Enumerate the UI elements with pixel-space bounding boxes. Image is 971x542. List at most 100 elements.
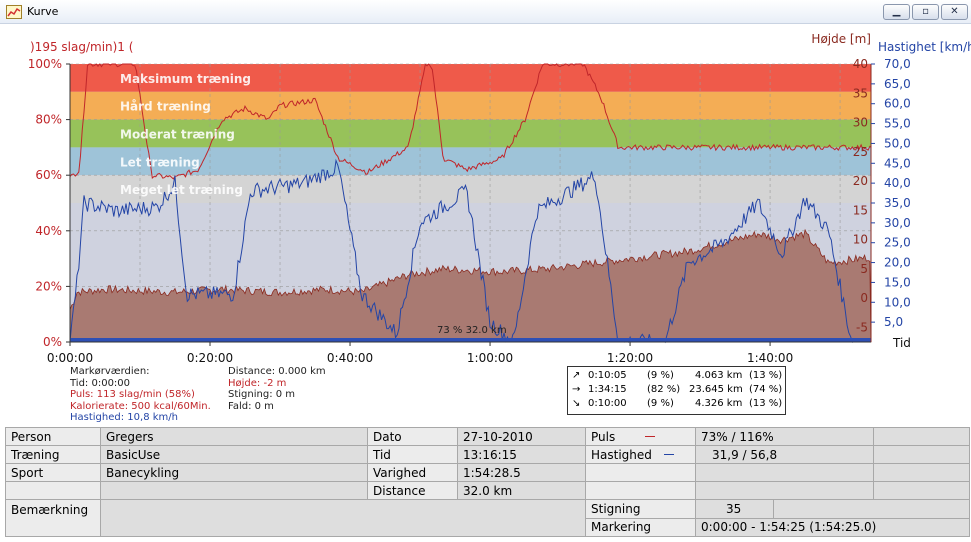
height-tick-label: 0	[860, 291, 868, 305]
stats-dpct: (13 %)	[749, 370, 783, 381]
stats-dist: 4.326 km	[695, 398, 743, 409]
stats-dpct: (13 %)	[749, 398, 783, 409]
minimize-icon: ▁	[892, 6, 901, 17]
height-tick-label: 10	[853, 233, 868, 247]
training-value: BasicUse	[100, 445, 368, 464]
zone-band	[70, 119, 871, 148]
training-label: Træning	[5, 445, 101, 464]
distance-summary-label: 73 % 32.0 km	[437, 325, 507, 336]
pulse-line	[69, 63, 872, 181]
close-button[interactable]: ✕	[941, 4, 968, 20]
window-title: Kurve	[27, 5, 59, 18]
left-tick-label: 40%	[35, 224, 62, 238]
maximize-icon: ▫	[922, 6, 929, 17]
readout-speed: Hastighed: 10,8 km/h	[70, 412, 178, 424]
height-axis-title: Højde [m]	[811, 32, 871, 46]
left-tick-label: 20%	[35, 279, 62, 293]
marking-label: Markering	[585, 517, 696, 537]
readout-calories: Kalorierate: 500 kcal/60Min.	[70, 400, 211, 412]
height-tick-label: -5	[856, 320, 868, 334]
sport-value: Banecykling	[100, 463, 368, 482]
downhill-arrow-icon: ↘	[572, 398, 581, 409]
x-tick-label: 1:20:00	[607, 351, 653, 365]
height-tick-label: 25	[853, 145, 868, 159]
date-label: Dato	[367, 427, 458, 446]
empty-cell	[585, 463, 696, 482]
climb-value: 35	[695, 499, 774, 519]
speed-tick-label: 25,0	[884, 236, 911, 250]
speed-tick-label: 10,0	[884, 295, 911, 309]
speed-label: Hastighed	[585, 445, 696, 464]
remark-label: Bemærkning	[5, 499, 101, 537]
speed-tick-label: 40,0	[884, 176, 911, 190]
cursor-readout-right: Distance: 0.000 km Højde: -2 m Stigning:…	[228, 366, 326, 412]
minimize-button[interactable]: ▁	[883, 4, 910, 20]
pulse-label: Puls	[585, 427, 696, 446]
empty-cell	[695, 481, 874, 500]
maximize-button[interactable]: ▫	[912, 4, 939, 20]
marking-value: 0:00:00 - 1:54:25 (1:54:25.0)	[695, 517, 970, 537]
speed-tick-label: 5,0	[884, 315, 903, 329]
climb-label: Stigning	[585, 499, 696, 519]
duration-label: Varighed	[367, 463, 458, 482]
height-tick-label: 40	[853, 57, 868, 71]
empty-cell	[873, 427, 970, 446]
stats-dist: 23.645 km	[689, 384, 743, 395]
empty-cell	[873, 463, 970, 482]
window-titlebar: Kurve ▁ ▫ ✕	[0, 0, 971, 24]
stats-time: 0:10:00	[588, 398, 627, 409]
stats-pct: (82 %)	[647, 384, 681, 395]
curve-chart[interactable]: 100% 80% 60% 40% 20% 0% 40 35 30 25 20 15 10 5 0 -5 70,0…	[0, 24, 971, 367]
left-tick-label: 60%	[35, 168, 62, 182]
zone-band	[70, 147, 871, 176]
readout-fall: Fald: 0 m	[228, 400, 274, 412]
slope-stats-box: ↗ 0:10:05 (9 %) 4.063 km (13 %) → 1:34:1…	[567, 366, 786, 415]
speed-line	[69, 158, 871, 344]
date-value: 27-10-2010	[457, 427, 586, 446]
left-tick-label: 80%	[35, 113, 62, 127]
remark-field[interactable]	[100, 499, 586, 537]
speed-tick-label: 70,0	[884, 57, 911, 71]
empty-cell	[5, 481, 101, 500]
person-label: Person	[5, 427, 101, 446]
readout-height: Højde: -2 m	[228, 377, 287, 389]
distance-label: Distance	[367, 481, 458, 500]
stats-pct: (9 %)	[647, 398, 674, 409]
speed-tick-label: 60,0	[884, 97, 911, 111]
chart-app-icon	[6, 5, 22, 19]
empty-cell	[873, 445, 970, 464]
height-tick-label: 35	[853, 86, 868, 100]
zone-label: Hård træning	[120, 100, 211, 114]
speed-axis-title: Hastighet [km/h	[878, 40, 971, 54]
stats-row-flat: → 1:34:15 (82 %) 23.645 km (74 %)	[572, 384, 783, 398]
zone-band	[70, 91, 871, 120]
readout-climb: Stigning: 0 m	[228, 389, 296, 401]
height-tick-label: 30	[853, 116, 868, 130]
empty-cell	[773, 499, 970, 519]
zone-label: Meget let træning	[120, 183, 243, 197]
pulse-label-text: Puls	[591, 429, 616, 444]
speed-tick-label: 30,0	[884, 216, 911, 230]
curve-chart-area[interactable]: 100% 80% 60% 40% 20% 0% 40 35 30 25 20 15 10 5 0 -5 70,0…	[0, 24, 971, 367]
sport-label: Sport	[5, 463, 101, 482]
x-tick-label: 1:00:00	[467, 351, 513, 365]
height-tick-label: 15	[853, 203, 868, 217]
speed-tick-label: 35,0	[884, 196, 911, 210]
x-tick-label: 0:00:00	[47, 351, 93, 365]
pulse-value: 73% / 116%	[695, 427, 874, 446]
speed-tick-label: 50,0	[884, 136, 911, 150]
uphill-arrow-icon: ↗	[572, 370, 581, 381]
left-tick-label: 100%	[28, 57, 62, 71]
readout-marker: Markørværdien:	[70, 366, 150, 377]
distance-value: 32.0 km	[457, 481, 586, 500]
stats-dpct: (74 %)	[749, 384, 783, 395]
readout-distance: Distance: 0.000 km	[228, 366, 326, 377]
speed-tick-label: 55,0	[884, 117, 911, 131]
empty-cell	[695, 463, 874, 482]
speed-tick-label: 45,0	[884, 156, 911, 170]
x-axis-title: Tid	[892, 336, 911, 350]
x-tick-label: 0:20:00	[187, 351, 233, 365]
speed-tick-label: 15,0	[884, 275, 911, 289]
time-label: Tid	[367, 445, 458, 464]
empty-cell	[873, 481, 970, 500]
